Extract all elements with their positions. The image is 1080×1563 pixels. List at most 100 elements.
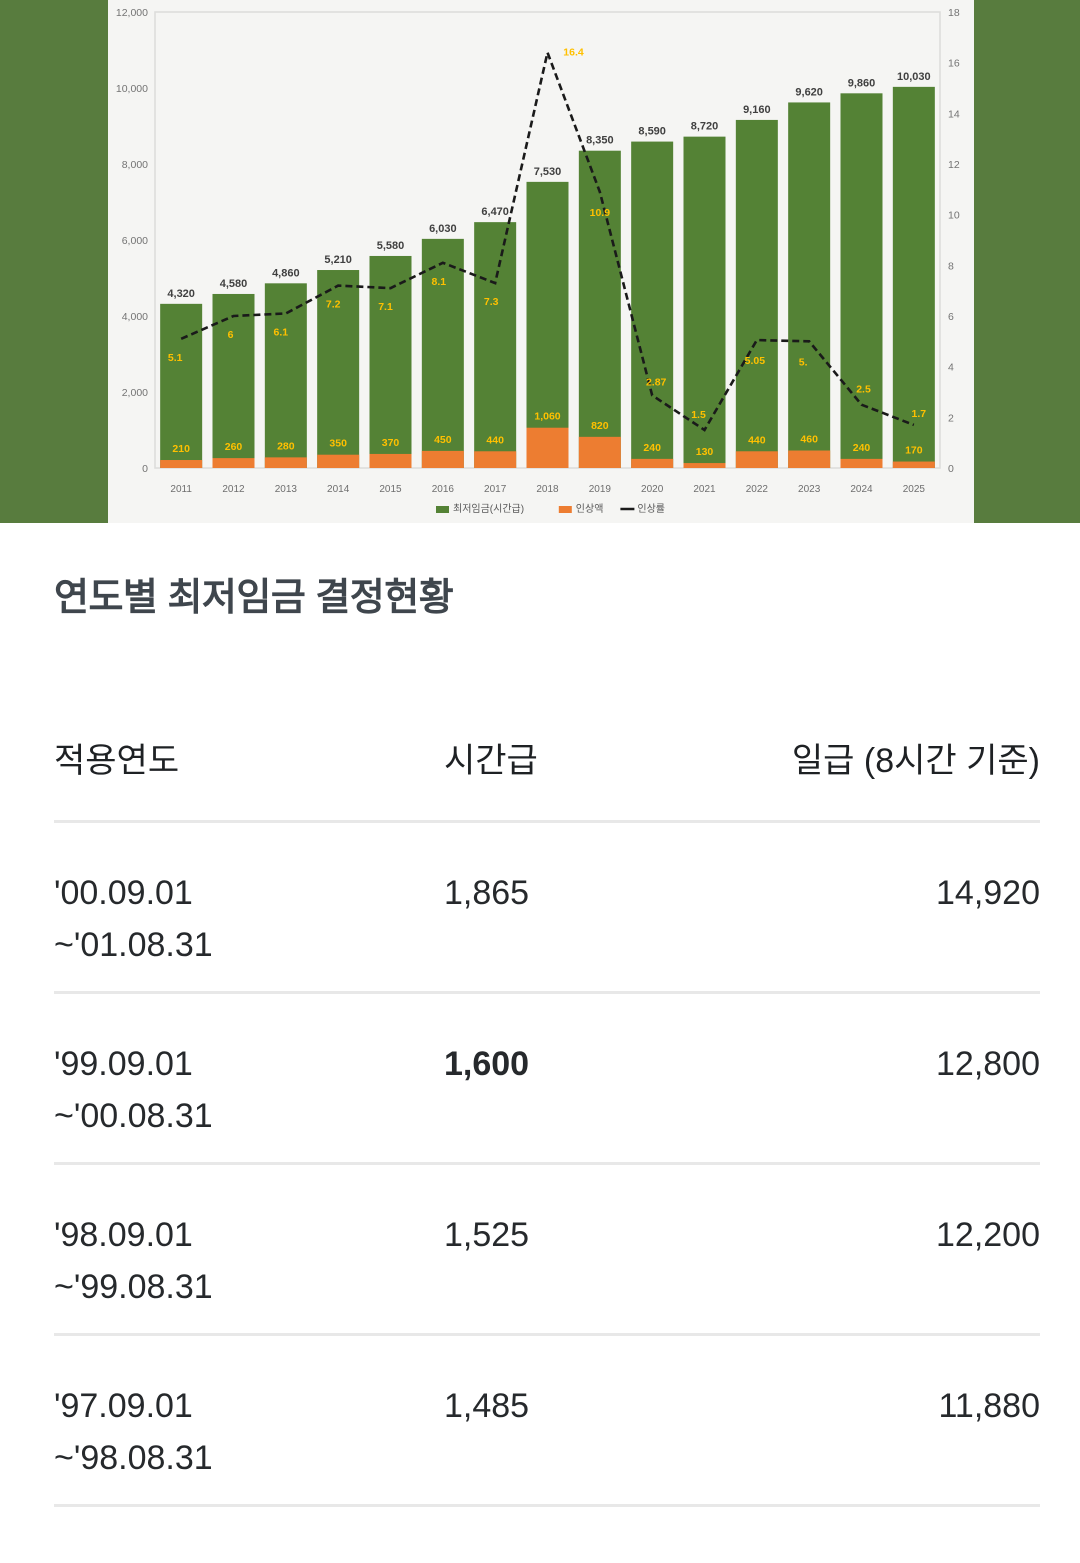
bar-value-label: 8,720	[691, 121, 719, 133]
x-axis-year-label: 2019	[589, 484, 612, 495]
table-row: '98.09.01 ~'99.08.31 1,525 12,200	[54, 1165, 1040, 1336]
bar-value-label: 5,580	[377, 240, 405, 252]
table-row: '97.09.01 ~'98.08.31 1,485 11,880	[54, 1336, 1040, 1507]
apply-period: '97.09.01 ~'98.08.31	[54, 1387, 213, 1477]
x-axis-year-label: 2020	[641, 484, 664, 495]
left-axis-tick-label: 4,000	[122, 311, 148, 323]
apply-period: '00.09.01 ~'01.08.31	[54, 874, 213, 964]
bar-increase-amount	[892, 461, 935, 468]
bar-value-label: 9,860	[848, 77, 876, 89]
bar-minimum-wage	[526, 181, 569, 469]
bar-increase-amount	[526, 427, 569, 468]
left-green-band	[0, 0, 108, 523]
x-axis-year-label: 2023	[798, 484, 821, 495]
increase-amount-label: 260	[225, 441, 243, 453]
hourly-wage: 1,485	[444, 1387, 530, 1425]
x-axis-year-label: 2015	[379, 484, 402, 495]
bar-increase-amount	[474, 451, 517, 468]
increase-rate-label: 5.	[799, 356, 808, 368]
right-axis-tick-label: 16	[948, 58, 960, 70]
bar-value-label: 5,210	[324, 254, 352, 266]
bar-value-label: 4,580	[220, 278, 248, 290]
increase-rate-label: 6	[228, 329, 234, 341]
bar-minimum-wage	[788, 102, 831, 468]
x-axis-year-label: 2018	[536, 484, 559, 495]
bar-increase-amount	[578, 436, 621, 468]
bar-value-label: 8,590	[638, 126, 666, 138]
bar-minimum-wage	[212, 293, 255, 468]
bar-value-label: 9,160	[743, 104, 771, 116]
bar-value-label: 10,030	[897, 71, 931, 83]
daily-wage: 14,920	[936, 874, 1040, 912]
bar-value-label: 8,350	[586, 135, 614, 147]
increase-amount-label: 350	[329, 438, 347, 450]
apply-period: '99.09.01 ~'00.08.31	[54, 1045, 213, 1135]
increase-amount-label: 440	[748, 434, 766, 446]
minimum-wage-chart-svg: 12,000 10,000 8,000 6,000 4,000 2,000 0 18 16 14 1…	[0, 0, 1080, 523]
apply-period: '98.09.01 ~'99.08.31	[54, 1216, 213, 1306]
increase-amount-label: 450	[434, 434, 452, 446]
increase-rate-label: 6.1	[274, 326, 289, 338]
bar-minimum-wage	[631, 141, 674, 468]
increase-amount-label: 280	[277, 440, 295, 452]
left-axis-tick-label: 10,000	[116, 83, 148, 95]
legend-label: 인상액	[576, 503, 604, 515]
x-axis-year-label: 2022	[746, 484, 769, 495]
table-header-row: 적용연도 시간급 일급 (8시간 기준)	[54, 621, 1040, 823]
bar-increase-amount	[160, 460, 203, 468]
increase-amount-label: 440	[486, 434, 504, 446]
bar-minimum-wage	[578, 150, 621, 468]
increase-amount-label: 240	[643, 442, 661, 454]
header-apply-period: 적용연도	[54, 742, 180, 780]
bar-minimum-wage	[735, 119, 778, 469]
bar-increase-amount	[683, 463, 726, 468]
increase-amount-label: 460	[800, 434, 818, 446]
right-axis-tick-label: 14	[948, 108, 960, 120]
increase-rate-label: 8.1	[432, 276, 447, 288]
bar-value-label: 4,320	[167, 288, 195, 300]
right-axis-tick-label: 18	[948, 7, 960, 19]
hourly-wage: 1,600	[444, 1045, 530, 1083]
left-axis-tick-label: 6,000	[122, 235, 148, 247]
bar-increase-amount	[788, 450, 831, 468]
daily-wage: 12,200	[936, 1216, 1040, 1254]
left-axis-tick-label: 2,000	[122, 387, 148, 399]
hourly-wage: 1,525	[444, 1216, 530, 1254]
right-axis-tick-label: 6	[948, 311, 954, 323]
daily-wage: 11,880	[938, 1387, 1040, 1425]
table-row: '00.09.01 ~'01.08.31 1,865 14,920	[54, 823, 1040, 994]
bar-minimum-wage	[317, 270, 360, 468]
legend-label: 인상률	[637, 503, 665, 515]
x-axis-year-label: 2014	[327, 484, 350, 495]
header-hourly-wage: 시간급	[444, 742, 538, 780]
legend-swatch	[436, 506, 449, 513]
bar-minimum-wage	[683, 136, 726, 468]
bar-increase-amount	[369, 453, 412, 468]
bar-increase-amount	[264, 457, 307, 468]
x-axis-year-label: 2017	[484, 484, 507, 495]
bar-increase-amount	[317, 454, 360, 468]
minimum-wage-table: 적용연도 시간급 일급 (8시간 기준) '00.09.01 ~'01.08.3…	[54, 621, 1040, 1507]
increase-amount-label: 210	[172, 443, 190, 455]
bar-increase-amount	[631, 458, 674, 468]
x-axis-year-label: 2016	[432, 484, 455, 495]
x-axis-year-label: 2025	[903, 484, 926, 495]
table-row: '99.09.01 ~'00.08.31 1,600 12,800	[54, 994, 1040, 1165]
bar-value-label: 6,470	[481, 206, 509, 218]
increase-amount-label: 820	[591, 420, 609, 432]
content-section: 연도별 최저임금 결정현황 적용연도 시간급 일급 (8시간 기준) '00.0…	[0, 575, 1080, 1507]
bar-increase-amount	[735, 451, 778, 468]
x-axis-year-label: 2013	[275, 484, 298, 495]
x-axis-year-label: 2011	[170, 484, 192, 495]
x-axis-year-label: 2024	[850, 484, 873, 495]
increase-amount-label: 370	[382, 437, 400, 449]
bar-increase-amount	[212, 458, 255, 468]
right-axis-tick-label: 12	[948, 159, 960, 171]
bar-minimum-wage	[840, 93, 883, 468]
minimum-wage-chart: 12,000 10,000 8,000 6,000 4,000 2,000 0 18 16 14 1…	[0, 0, 1080, 523]
x-axis-year-label: 2021	[693, 484, 716, 495]
bar-value-label: 9,620	[795, 86, 823, 98]
right-green-band	[974, 0, 1080, 523]
bar-value-label: 4,860	[272, 267, 300, 279]
right-axis-tick-label: 8	[948, 260, 954, 272]
